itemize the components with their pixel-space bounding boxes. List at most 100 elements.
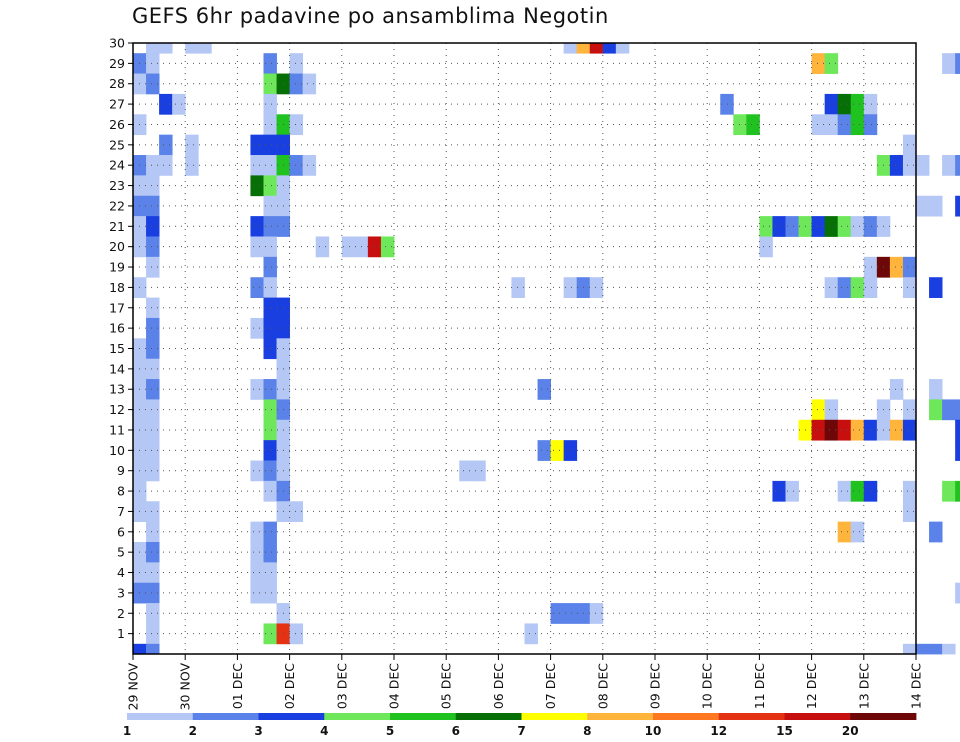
heatmap-cell bbox=[146, 501, 160, 523]
heatmap-cell bbox=[902, 643, 917, 655]
heatmap-cell bbox=[146, 582, 160, 604]
heatmap-cell bbox=[785, 216, 799, 237]
x-tick-label: 01 DEC bbox=[230, 663, 245, 709]
y-tick-label: 7 bbox=[117, 504, 125, 519]
heatmap-cell bbox=[955, 399, 960, 421]
colorbar-swatch bbox=[784, 713, 851, 720]
heatmap-cell bbox=[916, 643, 930, 655]
heatmap-cell bbox=[185, 155, 199, 176]
heatmap-cell bbox=[146, 419, 160, 441]
heatmap-cell bbox=[289, 53, 304, 74]
heatmap-cell bbox=[289, 155, 304, 176]
heatmap-cell bbox=[289, 501, 304, 523]
heatmap-cell bbox=[263, 73, 277, 95]
heatmap-cell bbox=[902, 419, 917, 441]
heatmap-cell bbox=[146, 521, 160, 543]
heatmap-cell bbox=[955, 53, 960, 74]
colorbar-label: 7 bbox=[517, 724, 525, 738]
heatmap-cell bbox=[589, 277, 604, 298]
heatmap-cell bbox=[550, 440, 565, 461]
heatmap-cell bbox=[263, 175, 277, 197]
heatmap-cell bbox=[837, 521, 852, 543]
colorbar-label: 1 bbox=[123, 724, 131, 738]
y-tick-label: 2 bbox=[117, 606, 125, 621]
heatmap-cell bbox=[850, 480, 865, 502]
heatmap-cell bbox=[955, 419, 960, 441]
heatmap-cell bbox=[250, 236, 264, 258]
colorbar-swatch bbox=[324, 713, 391, 720]
heatmap-cell bbox=[263, 399, 277, 421]
colorbar-swatch bbox=[192, 713, 259, 720]
heatmap-cell bbox=[955, 440, 960, 461]
heatmap-cell bbox=[811, 53, 826, 74]
x-tick-label: 08 DEC bbox=[595, 663, 610, 709]
heatmap-cell bbox=[289, 623, 304, 645]
heatmap-cell bbox=[263, 256, 277, 278]
heatmap-cell bbox=[850, 277, 865, 298]
heatmap-cell bbox=[198, 43, 212, 54]
heatmap-cell bbox=[367, 236, 382, 258]
heatmap-cell bbox=[942, 399, 956, 421]
heatmap-cell bbox=[772, 216, 786, 237]
chart-title: GEFS 6hr padavine po ansamblima Negotin bbox=[132, 4, 609, 28]
heatmap-cell bbox=[146, 399, 160, 421]
heatmap-cell bbox=[250, 134, 264, 156]
y-tick-label: 27 bbox=[109, 97, 125, 112]
colorbar-label: 4 bbox=[320, 724, 328, 738]
x-tick-label: 30 NOV bbox=[178, 663, 193, 711]
heatmap-cell bbox=[837, 114, 852, 136]
heatmap-cell bbox=[550, 603, 565, 624]
heatmap-cell bbox=[146, 562, 160, 584]
heatmap-cell bbox=[146, 216, 160, 237]
heatmap-cell bbox=[146, 155, 160, 176]
heatmap-cell bbox=[472, 460, 486, 482]
heatmap-cell bbox=[250, 521, 264, 543]
x-tick-label: 03 DEC bbox=[334, 663, 349, 709]
heatmap-cell bbox=[863, 480, 878, 502]
heatmap-cell bbox=[863, 419, 878, 441]
heatmap-cell bbox=[146, 623, 160, 645]
heatmap-cell bbox=[902, 277, 917, 298]
heatmap-cell bbox=[250, 216, 264, 237]
heatmap-cell bbox=[263, 216, 277, 237]
heatmap-cell bbox=[955, 195, 960, 217]
heatmap-cell bbox=[942, 155, 956, 176]
x-tick-label: 29 NOV bbox=[126, 663, 141, 711]
heatmap-cell bbox=[902, 501, 917, 523]
y-tick-label: 25 bbox=[109, 137, 125, 152]
heatmap-cell bbox=[263, 277, 277, 298]
heatmap-cell bbox=[146, 236, 160, 258]
y-tick-label: 24 bbox=[109, 158, 125, 173]
heatmap-cell bbox=[589, 603, 604, 624]
heatmap-cell bbox=[263, 134, 277, 156]
colorbar-swatch bbox=[258, 713, 325, 720]
heatmap-cell bbox=[146, 43, 160, 54]
x-tick-label: 10 DEC bbox=[700, 663, 715, 709]
heatmap-cell bbox=[146, 175, 160, 197]
heatmap-cell bbox=[263, 297, 277, 319]
y-tick-label: 30 bbox=[109, 36, 125, 51]
heatmap-cell bbox=[263, 155, 277, 176]
heatmap-cell bbox=[837, 419, 852, 441]
heatmap-cell bbox=[863, 114, 878, 136]
colorbar-swatch bbox=[390, 713, 457, 720]
heatmap-cell bbox=[902, 399, 917, 421]
heatmap-cell bbox=[263, 379, 277, 400]
heatmap-cell bbox=[824, 53, 839, 74]
heatmap-cell bbox=[263, 541, 277, 563]
heatmap-cell bbox=[263, 195, 277, 217]
heatmap-cell bbox=[863, 216, 878, 237]
heatmap-cell bbox=[250, 582, 264, 604]
colorbar-swatch bbox=[127, 713, 194, 720]
heatmap-cell bbox=[850, 93, 865, 115]
heatmap-cell bbox=[511, 277, 525, 298]
heatmap-cell bbox=[263, 93, 277, 115]
heatmap-cell bbox=[824, 93, 839, 115]
heatmap-cell bbox=[916, 155, 930, 176]
colorbar-label: 5 bbox=[386, 724, 394, 738]
colorbar-swatch bbox=[718, 713, 785, 720]
colorbar: 1 2 3 4 5 6 7 8 10 12 15 20 bbox=[123, 713, 917, 738]
heatmap-cell bbox=[850, 114, 865, 136]
y-tick-label: 5 bbox=[117, 545, 125, 560]
heatmap-cell bbox=[955, 582, 960, 604]
